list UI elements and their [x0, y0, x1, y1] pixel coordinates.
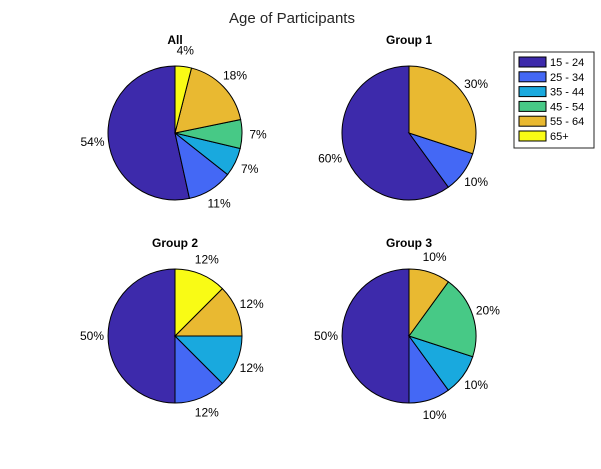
pie-title: Group 2 — [152, 236, 198, 250]
pie-slice-label: 4% — [177, 44, 195, 58]
pie-slice-label: 7% — [241, 162, 259, 176]
pie-chart-4: Group 3 50% 10% 10% 20% 10% — [314, 236, 500, 422]
pie-slice-label: 11% — [208, 196, 231, 210]
pie-slice-15-24 — [341, 268, 410, 404]
pie-slice-label: 10% — [423, 408, 447, 422]
pie-slice-label: 10% — [464, 378, 488, 392]
pie-slice-15-24 — [107, 65, 191, 201]
legend-label: 25 - 34 — [550, 72, 584, 84]
pie-title: Group 1 — [386, 33, 432, 47]
pie-slice-65plus — [174, 268, 224, 338]
pie-slice-15-24 — [107, 268, 176, 404]
pie-slice-label: 7% — [249, 127, 267, 141]
pie-slice-label: 50% — [80, 329, 104, 343]
legend-label: 15 - 24 — [550, 57, 584, 69]
pie-slice-65plus — [174, 65, 193, 134]
pie-slice-55-64 — [408, 268, 450, 338]
legend: 15 - 24 25 - 34 35 - 44 45 - 54 55 - 64 65+ — [513, 51, 595, 149]
figure-title: Age of Participants — [229, 10, 355, 27]
pie-slice-label: 12% — [240, 297, 264, 311]
pie-slice-15-24 — [341, 65, 450, 201]
pie-slice-55-64 — [174, 67, 242, 134]
pie-slice-label: 30% — [464, 77, 488, 91]
legend-swatch — [518, 130, 547, 142]
pie-slice-label: 12% — [195, 406, 219, 420]
pie-slice-label: 10% — [423, 250, 447, 264]
pie-slice-label: 50% — [314, 329, 338, 343]
pie-slice-label: 18% — [223, 69, 247, 83]
pie-chart-3: Group 2 50% 12% 12% 12% 12% — [80, 236, 264, 420]
legend-swatch — [518, 71, 547, 83]
pie-slice-label: 10% — [464, 175, 488, 189]
pie-slice-label: 54% — [80, 135, 104, 149]
legend-swatch — [518, 115, 547, 127]
legend-label: 65+ — [550, 131, 569, 143]
legend-swatch — [518, 100, 547, 112]
pie-slice-label: 12% — [195, 252, 219, 266]
pie-slice-55-64 — [408, 65, 477, 155]
legend-label: 45 - 54 — [550, 101, 584, 113]
legend-label: 35 - 44 — [550, 87, 584, 99]
pie-slice-label: 12% — [240, 361, 264, 375]
legend-label: 55 - 64 — [550, 116, 584, 128]
pie-chart-2: Group 1 60% 10% 30% — [318, 33, 488, 201]
pie-title: Group 3 — [386, 236, 432, 250]
legend-swatch — [518, 56, 547, 68]
pie-title: All — [167, 33, 182, 47]
pie-slice-label: 20% — [476, 303, 500, 317]
pie-slice-label: 60% — [318, 152, 342, 166]
pie-slice-45-54 — [408, 281, 477, 358]
pie-chart-1: All 54% 11% 7% 7% 18% 4% — [80, 33, 267, 210]
legend-swatch — [518, 86, 547, 98]
